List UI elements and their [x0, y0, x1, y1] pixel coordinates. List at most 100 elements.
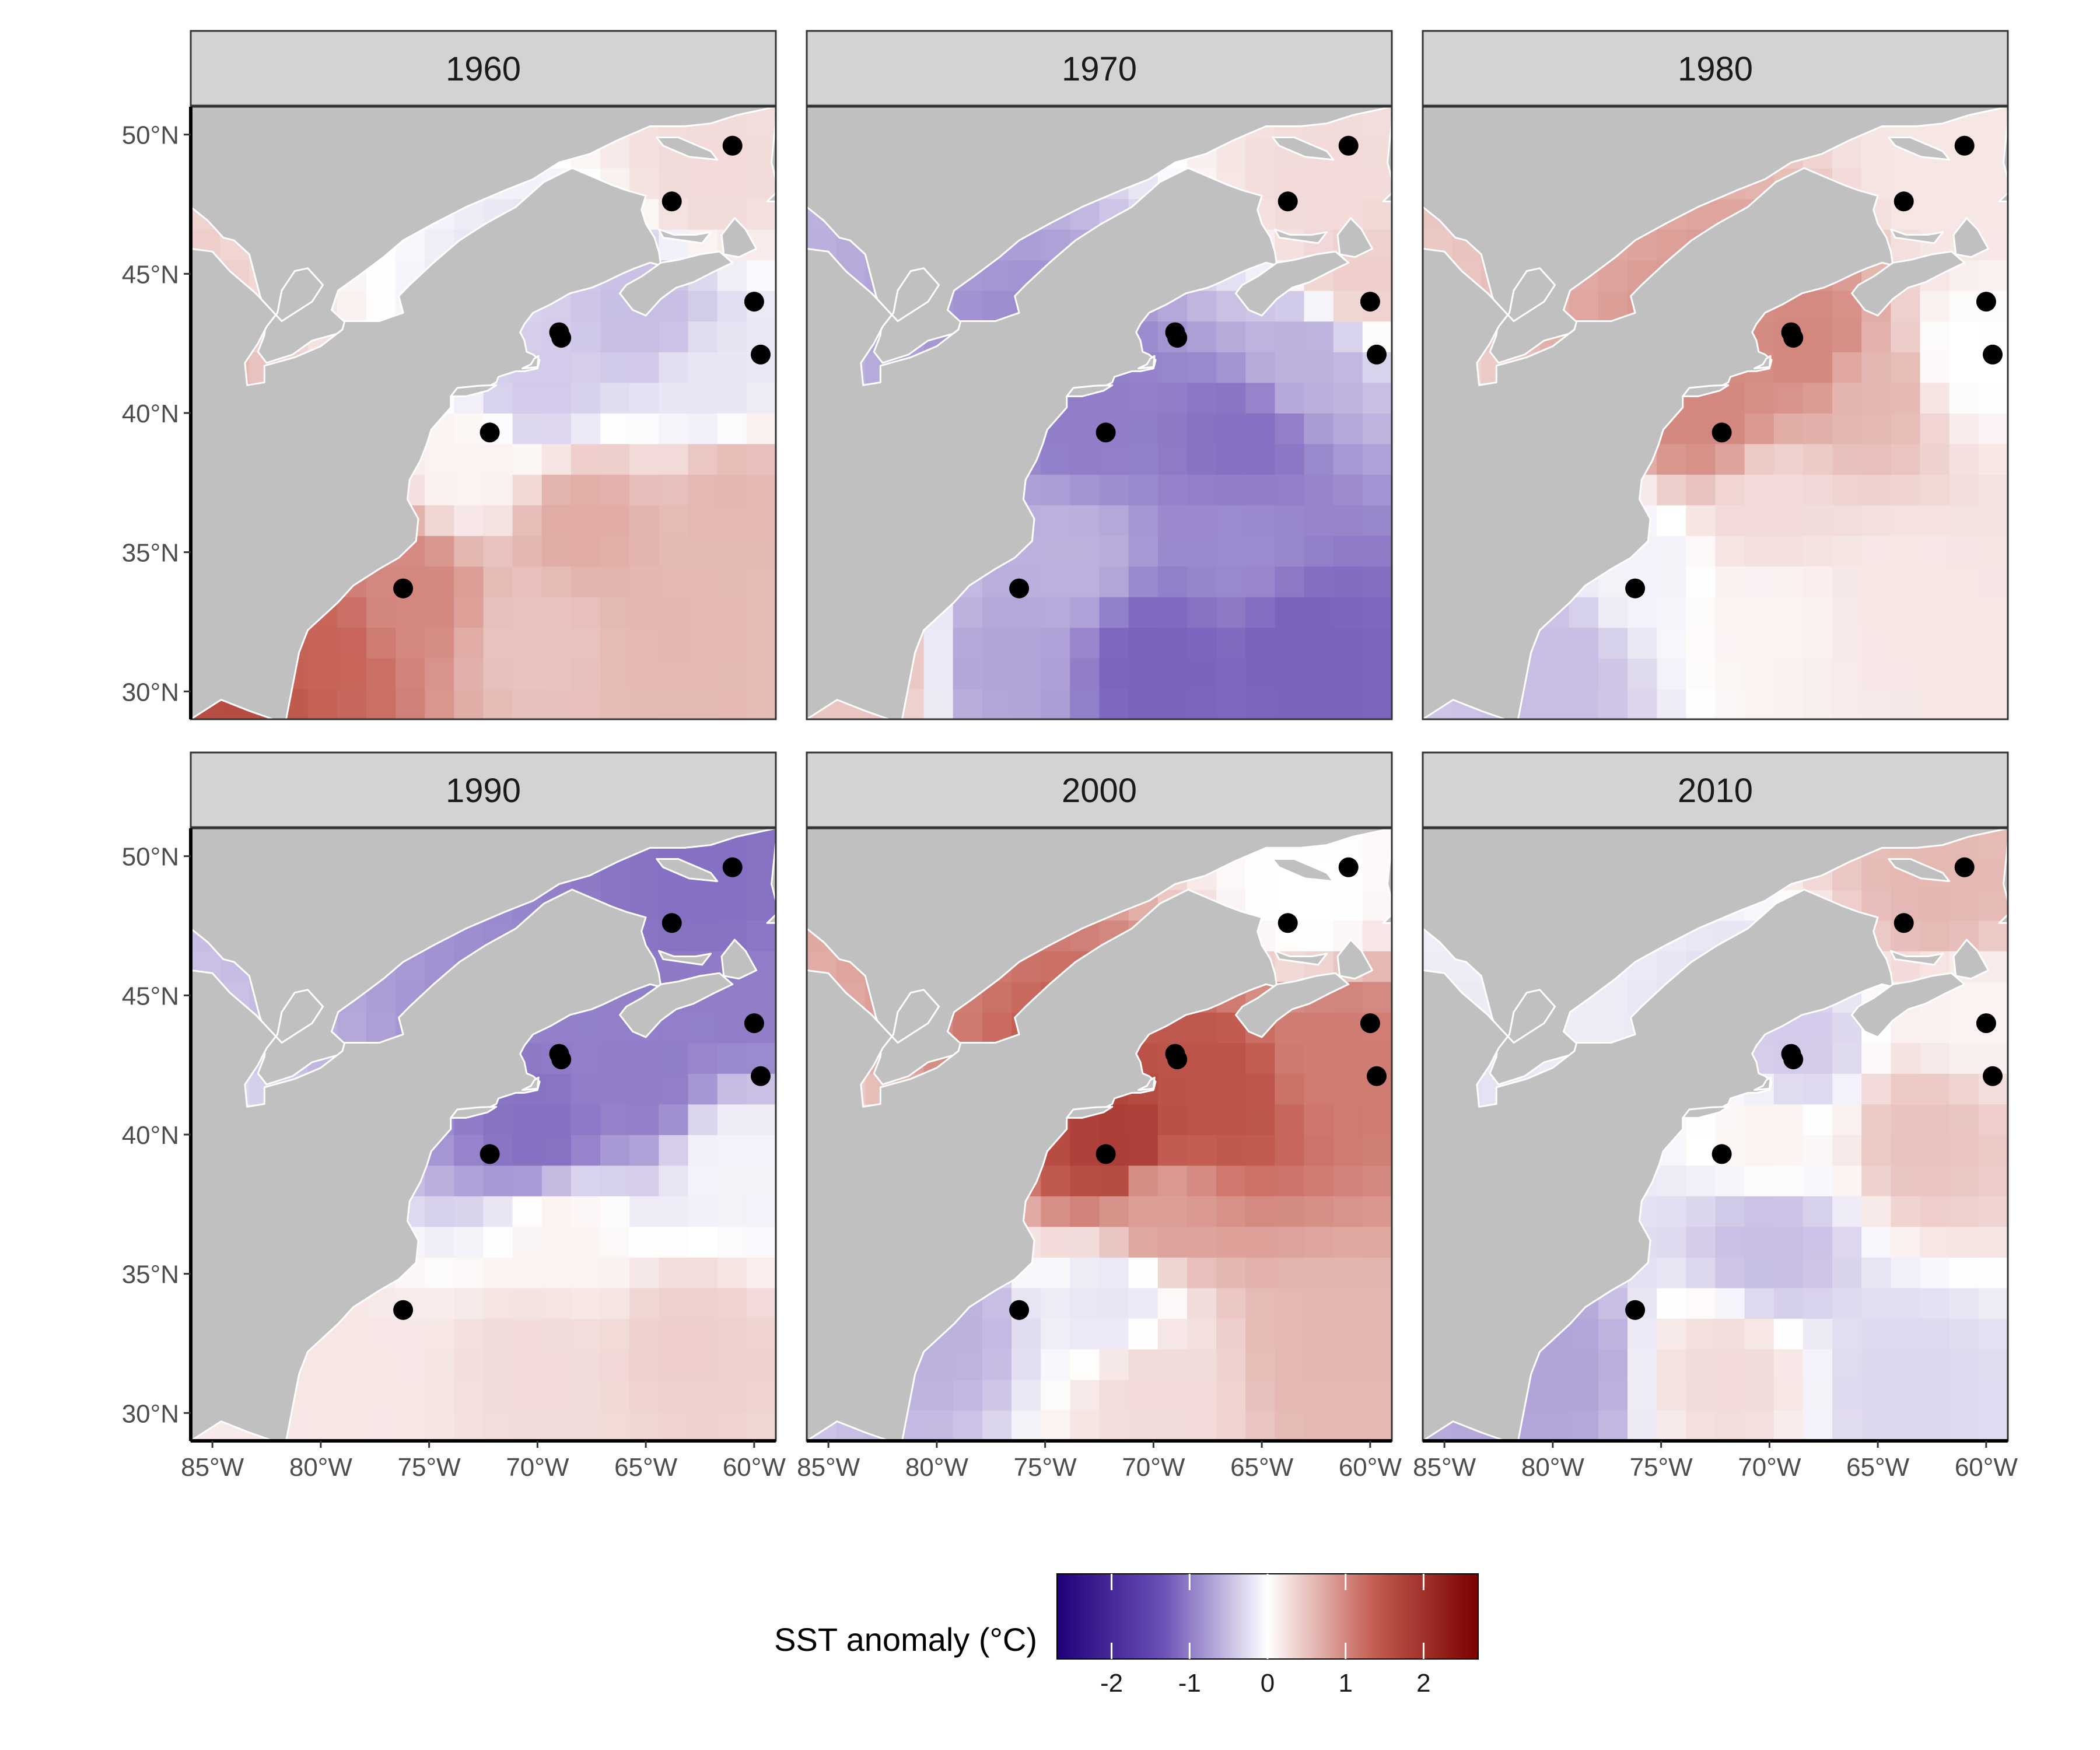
anomaly-cell — [1333, 658, 1363, 690]
land-mainland — [807, 167, 1278, 719]
anomaly-cell — [1304, 627, 1334, 659]
anomaly-cell — [1186, 1349, 1217, 1380]
anomaly-cell — [1920, 1349, 1950, 1380]
anomaly-cell — [1392, 505, 1422, 536]
anomaly-cell — [1128, 1287, 1158, 1319]
site-marker — [1983, 1066, 2003, 1086]
anomaly-cell — [1186, 1012, 1217, 1044]
anomaly-cell — [1803, 536, 1833, 567]
site-marker — [1712, 422, 1732, 443]
anomaly-cell — [776, 689, 806, 720]
anomaly-cell — [1304, 1318, 1334, 1350]
anomaly-cell — [1304, 198, 1334, 230]
anomaly-cell — [1861, 688, 1892, 719]
site-marker — [662, 913, 682, 933]
land-island — [521, 355, 540, 370]
anomaly-cell — [776, 628, 806, 659]
anomaly-cell — [1949, 1165, 1979, 1196]
anomaly-cell — [337, 1318, 367, 1350]
anomaly-cell — [541, 566, 572, 597]
anomaly-cell — [512, 688, 542, 719]
anomaly-cell — [1070, 627, 1100, 659]
anomaly-cell — [1920, 443, 1950, 475]
anomaly-cell — [1657, 627, 1687, 659]
anomaly-cell — [1803, 566, 1833, 597]
anomaly-cell — [570, 1257, 601, 1289]
anomaly-cell — [1598, 627, 1628, 659]
anomaly-cell — [717, 352, 747, 383]
anomaly-cell — [1216, 413, 1246, 444]
land-island — [1753, 1076, 1772, 1091]
anomaly-cell — [1949, 1287, 1979, 1319]
land-island — [1272, 858, 1335, 883]
anomaly-cell — [1569, 597, 1599, 628]
anomaly-cell — [1099, 688, 1129, 719]
anomaly-cell — [483, 566, 513, 597]
anomaly-cell — [1362, 1410, 1392, 1441]
anomaly-cell — [1657, 1349, 1687, 1380]
anomaly-cell — [1978, 536, 2008, 567]
anomaly-cell — [1657, 1287, 1687, 1319]
anomaly-cell — [600, 1318, 630, 1350]
anomaly-cell — [1773, 1226, 1804, 1258]
anomaly-cell — [1949, 1196, 1979, 1227]
site-marker — [1625, 1300, 1646, 1320]
anomaly-cell — [1949, 505, 1979, 536]
land-newfoundland — [766, 120, 776, 202]
anomaly-cell — [512, 443, 542, 475]
anomaly-cell — [1715, 688, 1745, 719]
anomaly-cell — [2008, 921, 2038, 951]
land — [1423, 107, 2008, 719]
anomaly-cell — [1245, 658, 1276, 690]
anomaly-cell — [1803, 1073, 1833, 1105]
anomaly-cell — [1832, 474, 1862, 506]
anomaly-cell — [1744, 627, 1774, 659]
anomaly-cell — [1392, 1349, 1422, 1380]
facet-label: 1970 — [1062, 50, 1137, 88]
anomaly-cell — [1686, 1349, 1716, 1380]
anomaly-cell — [570, 382, 601, 414]
anomaly-cell — [1070, 1196, 1100, 1227]
anomaly-cell — [688, 1196, 718, 1227]
anomaly-cell — [1392, 566, 1422, 597]
anomaly-cell — [1275, 658, 1305, 690]
anomaly-cell — [1949, 413, 1979, 444]
anomaly-cell — [512, 627, 542, 659]
anomaly-cell — [1978, 168, 2008, 200]
site-marker — [1367, 1066, 1387, 1086]
anomaly-cell — [1920, 382, 1950, 414]
anomaly-cell — [1186, 1196, 1217, 1227]
anomaly-cell — [1304, 920, 1334, 951]
anomaly-cell — [1744, 1226, 1774, 1258]
anomaly-cell — [1157, 474, 1188, 506]
anomaly-cell — [1803, 597, 1833, 628]
site-markers — [1009, 857, 1387, 1320]
anomaly-cell — [396, 1349, 425, 1380]
anomaly-cell — [1070, 536, 1100, 567]
anomaly-cell — [1041, 1196, 1071, 1227]
anomaly-cell — [1157, 1165, 1188, 1196]
anomaly-cell — [1304, 1226, 1334, 1258]
anomaly-cell — [1304, 890, 1334, 921]
anomaly-cell — [1304, 658, 1334, 690]
anomaly-cell — [1362, 505, 1392, 536]
anomaly-cell — [717, 168, 747, 200]
anomaly-cell — [541, 505, 572, 536]
anomaly-cell — [1978, 1135, 2008, 1166]
anomaly-cell — [541, 1349, 572, 1380]
anomaly-cell — [1216, 1287, 1246, 1319]
anomaly-cell — [483, 474, 513, 506]
anomaly-cell — [688, 1257, 718, 1289]
anomaly-cell — [1832, 688, 1862, 719]
anomaly-cell — [1686, 627, 1716, 659]
anomaly-cell — [1628, 1380, 1657, 1411]
anomaly-cell — [776, 229, 806, 260]
x-tick-label: 85°W — [797, 1453, 860, 1482]
anomaly-cell — [1803, 1349, 1833, 1380]
anomaly-cell — [366, 627, 396, 659]
anomaly-cell — [776, 597, 806, 628]
anomaly-cell — [1392, 1380, 1422, 1410]
anomaly-cell — [629, 688, 660, 719]
anomaly-cell — [2008, 1288, 2038, 1319]
anomaly-cell — [659, 505, 689, 536]
